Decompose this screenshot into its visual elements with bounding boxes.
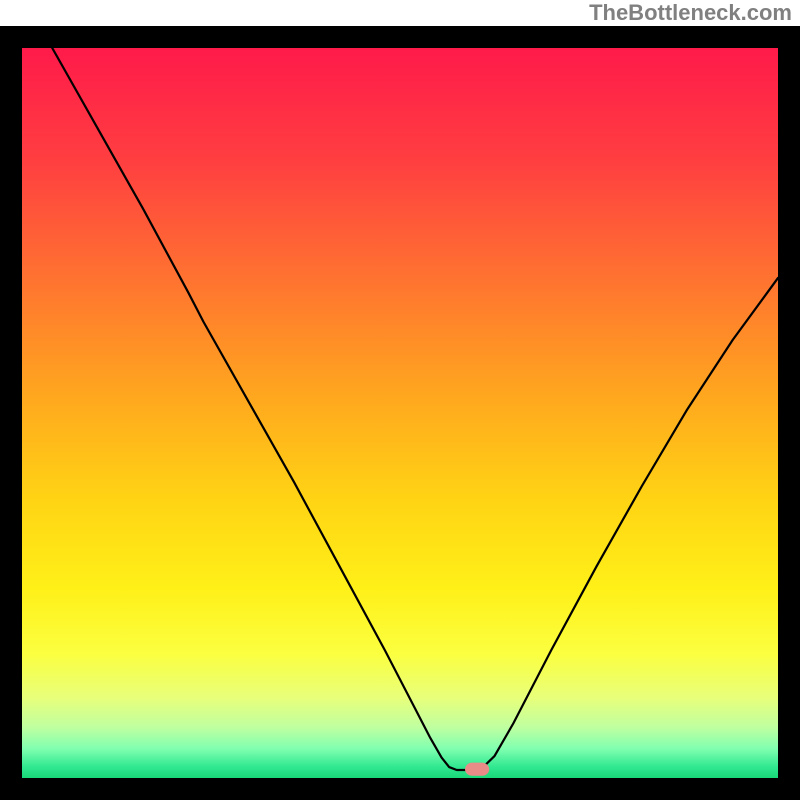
frame-left [0, 26, 22, 800]
watermark-text: TheBottleneck.com [589, 2, 792, 24]
frame-right [778, 26, 800, 800]
plot-background [22, 48, 778, 778]
frame-top [0, 26, 800, 48]
min-marker [465, 763, 489, 776]
frame-bottom [0, 778, 800, 800]
chart-root: TheBottleneck.com [0, 0, 800, 800]
plot-svg [22, 48, 778, 778]
